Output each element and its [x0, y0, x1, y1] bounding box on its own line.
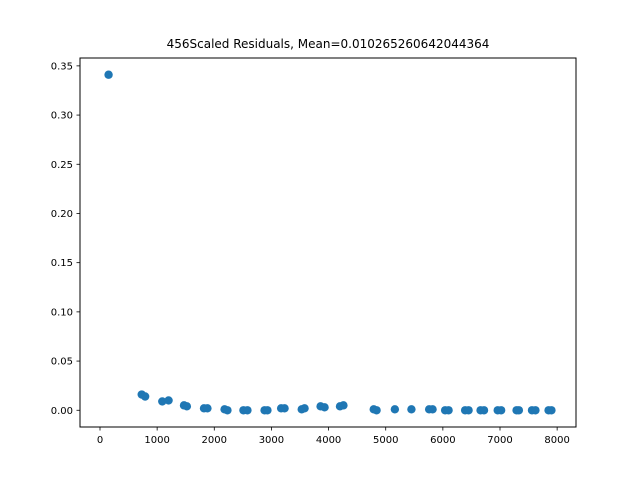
- data-point: [531, 406, 540, 415]
- data-points: [104, 70, 556, 415]
- y-tick-label: 0.00: [51, 406, 73, 417]
- x-tick-label: 6000: [430, 435, 455, 446]
- x-axis: 0 1000 2000 3000 4000 5000 6000 7000 8000: [97, 427, 570, 446]
- data-point: [407, 405, 416, 414]
- x-tick-label: 0: [97, 435, 103, 446]
- data-point: [464, 406, 473, 415]
- data-point: [104, 70, 113, 79]
- data-point: [372, 406, 381, 415]
- data-point: [300, 404, 309, 413]
- data-point: [280, 404, 289, 413]
- data-point: [496, 406, 506, 415]
- y-tick-label: 0.20: [51, 209, 73, 220]
- data-point: [428, 405, 437, 414]
- x-tick-label: 1000: [144, 435, 169, 446]
- data-point: [243, 406, 252, 415]
- y-axis: 0.00 0.05 0.10 0.15 0.20 0.25 0.30 0.35: [51, 61, 80, 417]
- y-tick-label: 0.25: [51, 160, 73, 171]
- data-point: [444, 406, 453, 415]
- data-point: [514, 406, 524, 415]
- data-point: [263, 406, 272, 415]
- y-tick-label: 0.15: [51, 258, 73, 269]
- data-point: [158, 397, 167, 406]
- x-tick-label: 3000: [259, 435, 284, 446]
- plot-area-frame: [79, 57, 577, 428]
- x-tick-label: 7000: [487, 435, 512, 446]
- data-point: [479, 406, 489, 415]
- data-point: [320, 403, 329, 412]
- data-point: [547, 406, 556, 415]
- data-point: [164, 396, 173, 405]
- data-point: [390, 405, 400, 414]
- y-tick-label: 0.05: [51, 357, 73, 368]
- x-tick-label: 2000: [202, 435, 227, 446]
- x-tick-label: 4000: [316, 435, 341, 446]
- data-point: [339, 401, 348, 410]
- data-point: [140, 392, 150, 401]
- data-point: [203, 404, 212, 413]
- data-point: [182, 402, 192, 411]
- data-point: [223, 406, 232, 415]
- y-tick-label: 0.10: [51, 307, 73, 318]
- chart-title: 456Scaled Residuals, Mean=0.010265260642…: [167, 37, 490, 51]
- x-tick-label: 8000: [544, 435, 569, 446]
- y-tick-label: 0.30: [51, 111, 73, 122]
- y-tick-label: 0.35: [51, 61, 73, 72]
- x-tick-label: 5000: [373, 435, 398, 446]
